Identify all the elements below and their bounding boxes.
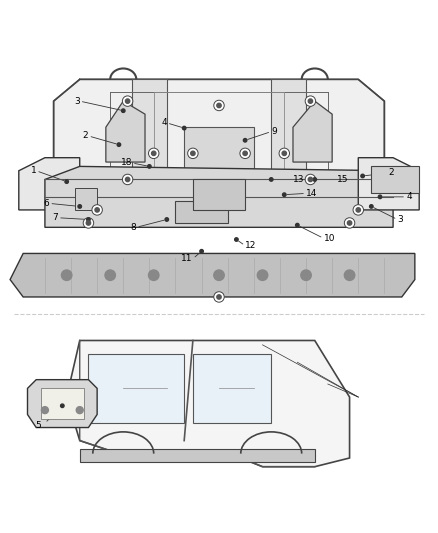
Polygon shape (184, 127, 254, 188)
Text: 14: 14 (306, 189, 318, 198)
Circle shape (243, 151, 247, 156)
Circle shape (121, 109, 125, 112)
Text: 13: 13 (293, 175, 304, 184)
Circle shape (191, 151, 195, 156)
Polygon shape (75, 188, 97, 210)
Circle shape (361, 174, 364, 177)
Circle shape (122, 96, 133, 107)
Circle shape (87, 218, 90, 221)
Circle shape (282, 151, 286, 156)
Text: 8: 8 (131, 223, 136, 232)
Polygon shape (106, 101, 145, 162)
Polygon shape (358, 158, 419, 210)
Text: 3: 3 (397, 215, 403, 224)
Circle shape (125, 99, 130, 103)
Circle shape (347, 221, 352, 225)
Text: 1: 1 (31, 166, 36, 175)
Polygon shape (53, 79, 385, 201)
Text: 11: 11 (181, 254, 193, 263)
Polygon shape (19, 158, 80, 210)
Circle shape (187, 148, 198, 158)
Circle shape (217, 295, 221, 299)
Circle shape (60, 404, 64, 408)
Circle shape (283, 193, 286, 197)
Polygon shape (88, 353, 184, 423)
Circle shape (279, 148, 290, 158)
Circle shape (344, 218, 355, 228)
Polygon shape (271, 79, 306, 188)
Circle shape (240, 148, 251, 158)
FancyBboxPatch shape (14, 58, 424, 301)
Polygon shape (28, 379, 97, 427)
Circle shape (165, 218, 169, 221)
Circle shape (301, 270, 311, 280)
Text: 3: 3 (74, 96, 80, 106)
Circle shape (122, 174, 133, 184)
Circle shape (214, 100, 224, 111)
Circle shape (125, 177, 130, 182)
Polygon shape (193, 353, 271, 423)
Circle shape (152, 151, 156, 156)
Circle shape (148, 270, 159, 280)
Circle shape (117, 143, 120, 147)
Polygon shape (80, 449, 315, 462)
Circle shape (296, 223, 299, 227)
Circle shape (305, 174, 316, 184)
Circle shape (83, 218, 94, 228)
Polygon shape (193, 180, 245, 210)
Circle shape (183, 126, 186, 130)
Circle shape (308, 99, 313, 103)
Text: 18: 18 (120, 158, 132, 167)
Circle shape (148, 148, 159, 158)
Text: 12: 12 (245, 241, 257, 250)
Text: 6: 6 (43, 199, 49, 208)
Circle shape (353, 205, 364, 215)
Polygon shape (176, 201, 228, 223)
Circle shape (65, 180, 68, 183)
Circle shape (95, 208, 99, 212)
Circle shape (78, 205, 81, 208)
Circle shape (42, 407, 48, 414)
Polygon shape (67, 341, 350, 467)
Circle shape (356, 208, 360, 212)
Circle shape (76, 407, 83, 414)
Text: 15: 15 (336, 175, 348, 184)
Circle shape (86, 221, 91, 225)
Circle shape (105, 270, 116, 280)
Circle shape (200, 249, 203, 253)
Circle shape (378, 195, 382, 199)
Circle shape (269, 177, 273, 181)
Polygon shape (132, 79, 167, 188)
Circle shape (214, 270, 224, 280)
Polygon shape (293, 101, 332, 162)
Text: 4: 4 (406, 192, 412, 201)
Text: 7: 7 (52, 213, 58, 222)
Circle shape (217, 103, 221, 108)
Text: 5: 5 (35, 421, 41, 430)
Polygon shape (371, 166, 419, 192)
Circle shape (235, 238, 238, 241)
Circle shape (305, 96, 316, 107)
Text: 2: 2 (389, 168, 394, 177)
Circle shape (344, 270, 355, 280)
Circle shape (308, 177, 313, 182)
Polygon shape (45, 166, 393, 228)
Circle shape (214, 292, 224, 302)
Polygon shape (41, 389, 84, 419)
Circle shape (257, 270, 268, 280)
Circle shape (92, 205, 102, 215)
Circle shape (148, 165, 151, 168)
Polygon shape (10, 254, 415, 297)
Circle shape (313, 177, 317, 181)
Text: 2: 2 (83, 132, 88, 140)
Circle shape (61, 270, 72, 280)
Text: 9: 9 (271, 127, 277, 136)
Circle shape (370, 205, 373, 208)
Text: 10: 10 (323, 233, 335, 243)
Text: 4: 4 (161, 118, 167, 127)
Circle shape (244, 139, 247, 142)
